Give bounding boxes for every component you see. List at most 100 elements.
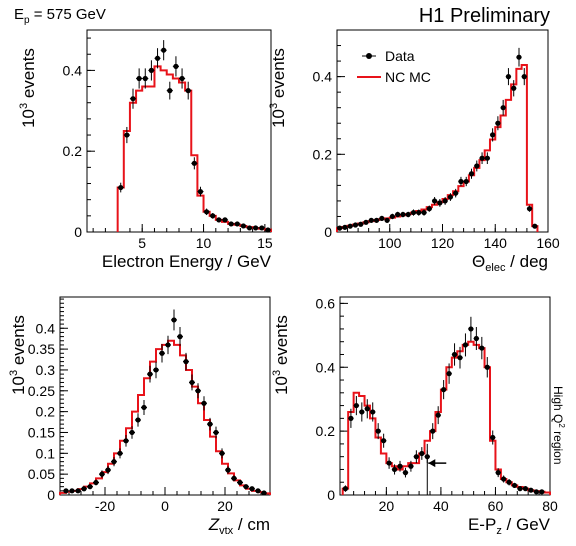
data-point xyxy=(243,484,249,490)
data-point xyxy=(219,450,225,456)
data-point xyxy=(189,379,195,386)
panel-e-minus-pz: 20 40 60 80 0 0.2 0.4 0.6 103 events E-Pz / GeV xyxy=(271,295,558,537)
cut-arrow-head xyxy=(428,459,436,468)
x-axis-label: Θelec / deg xyxy=(472,252,548,274)
data-point xyxy=(451,351,458,358)
plot-frame xyxy=(59,296,271,496)
legend: Data NC MC xyxy=(357,48,431,85)
data-point xyxy=(379,215,385,222)
panel-electron-energy: 5 10 15 0 0.2 0.4 103 events Electron Energy / … xyxy=(18,29,273,271)
data-point xyxy=(468,171,475,177)
data-point xyxy=(490,132,496,138)
x-tick-label: 15 xyxy=(257,235,273,251)
data-point xyxy=(453,190,459,196)
y-axis-label: 103 events xyxy=(18,48,38,128)
data-point xyxy=(511,482,518,489)
y-tick-label: 0.6 xyxy=(316,295,336,311)
data-point xyxy=(337,225,343,231)
data-point xyxy=(506,479,512,485)
data-point xyxy=(129,429,135,436)
data-point xyxy=(177,334,183,340)
data-point xyxy=(165,342,171,348)
data-point xyxy=(253,225,259,231)
y-tick-label: 0 xyxy=(324,224,332,240)
x-tick-label: -20 xyxy=(95,498,115,514)
data-point xyxy=(201,400,207,406)
data-point xyxy=(522,486,529,492)
data-point xyxy=(364,406,370,412)
data-point xyxy=(347,223,353,229)
data-point xyxy=(521,74,527,80)
data-point xyxy=(402,470,409,476)
data-point xyxy=(463,178,469,185)
data-point xyxy=(342,224,348,230)
data-point xyxy=(447,194,454,200)
y-tick-label: 0.2 xyxy=(63,143,83,159)
mc-histogram xyxy=(59,339,271,495)
data-point xyxy=(358,221,364,227)
data-point xyxy=(348,415,354,421)
data-point xyxy=(413,454,419,460)
data-point xyxy=(124,132,130,138)
mc-histogram xyxy=(336,63,539,232)
data-point xyxy=(179,75,185,82)
data-point xyxy=(93,479,99,486)
data-point xyxy=(255,488,261,494)
x-tick-label: 60 xyxy=(488,498,504,514)
y-tick-label: 0.2 xyxy=(313,146,333,162)
x-axis-label: Zvtx / cm xyxy=(208,515,270,537)
y-tick-label: 0.05 xyxy=(28,466,55,482)
mc-histogram xyxy=(341,340,551,495)
mc-histogram xyxy=(116,65,272,232)
y-tick-label: 0.15 xyxy=(28,424,55,440)
data-point xyxy=(153,367,159,373)
plot-frame xyxy=(339,296,551,496)
data-point xyxy=(154,55,161,61)
side-label: High Q2 region xyxy=(551,386,566,465)
data-point xyxy=(501,476,507,482)
data-point xyxy=(370,409,376,415)
data-point xyxy=(123,438,129,444)
data-point xyxy=(265,227,271,233)
data-point xyxy=(237,479,243,486)
data-point xyxy=(185,88,191,94)
data-point xyxy=(167,88,173,94)
data-point xyxy=(397,463,403,469)
data-point xyxy=(528,487,534,493)
beam-label-sub: p xyxy=(24,15,30,26)
legend-data-label: Data xyxy=(385,48,415,64)
data-point xyxy=(118,184,124,191)
beam-label-prefix: E xyxy=(14,6,25,23)
data-point xyxy=(210,213,216,219)
data-point xyxy=(373,217,380,223)
data-point xyxy=(484,155,490,161)
preliminary-label: H1 Preliminary xyxy=(418,5,550,27)
data-point xyxy=(204,209,210,215)
data-point xyxy=(191,160,197,166)
data-point xyxy=(87,484,93,490)
data-point xyxy=(446,371,452,377)
data-point xyxy=(457,355,463,361)
data-point xyxy=(490,434,496,441)
y-axis-label: 103 events xyxy=(268,48,288,128)
legend-mc-label: NC MC xyxy=(385,69,431,85)
data-point xyxy=(105,467,111,473)
data-point xyxy=(539,489,545,495)
data-point xyxy=(142,75,148,82)
data-point xyxy=(117,450,123,456)
data-point xyxy=(517,486,523,492)
data-point xyxy=(419,450,425,457)
data-point xyxy=(222,217,228,223)
x-axis-label: Electron Energy / GeV xyxy=(102,252,272,271)
x-tick-label: 120 xyxy=(431,235,455,251)
data-point xyxy=(430,428,436,434)
data-point xyxy=(408,463,414,469)
data-point xyxy=(511,85,517,91)
data-point xyxy=(516,54,522,60)
data-point xyxy=(426,206,432,212)
data-point xyxy=(479,345,485,351)
data-point xyxy=(216,217,222,223)
data-point xyxy=(500,105,506,111)
beam-label-suffix: = 575 GeV xyxy=(29,6,106,23)
